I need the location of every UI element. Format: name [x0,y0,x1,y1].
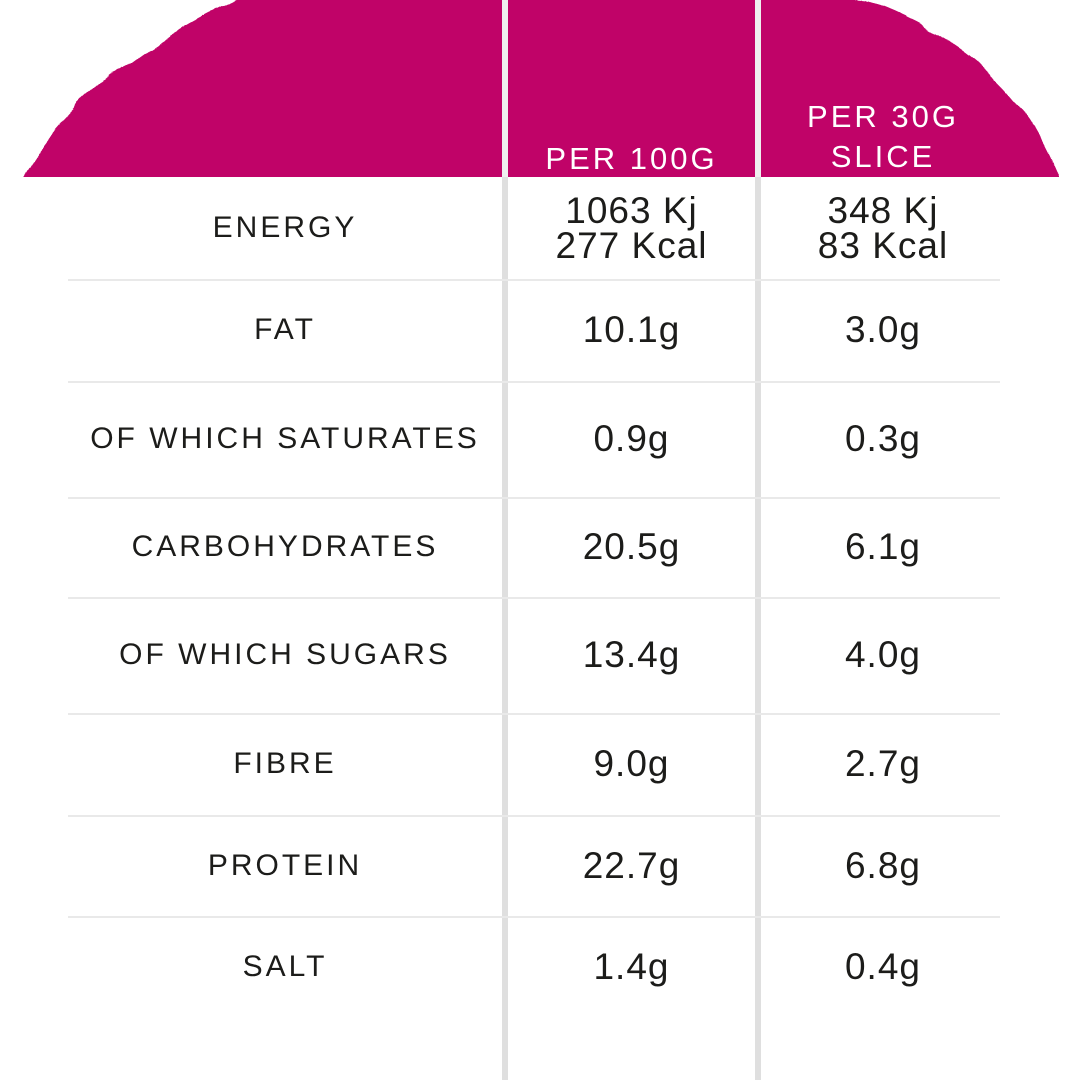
energy-per-30g-value: 348 Kj 83 Kcal [761,177,1005,279]
column-header-per-30g-slice: PER 30G SLICE [761,0,1005,189]
fat-per-100g-value: 10.1g [582,309,681,350]
sugars-per-100g-value: 13.4g [582,634,681,675]
fibre-per-30g-value: 2.7g [844,743,921,784]
row-label-of-which-saturates: OF WHICH SATURATES [90,422,480,455]
energy-per-100g-kj: 1063 Kj [565,190,698,231]
protein-per-100g-value: 22.7g [582,844,681,886]
energy-per-30g-kj: 348 Kj [827,190,939,231]
energy-per-100g-kcal: 277 Kcal [555,225,708,266]
sugars-per-30g-value: 4.0g [844,634,921,675]
row-label-salt: SALT [242,950,328,983]
column-header-per-30g-line1: PER 30G [807,99,959,134]
saturates-per-100g-value: 0.9g [593,418,670,459]
row-label-of-which-sugars: OF WHICH SUGARS [119,638,451,671]
saturates-per-30g-value: 0.3g [844,418,921,459]
row-label-fibre: FIBRE [233,747,337,780]
energy-per-30g-kcal: 83 Kcal [817,225,949,266]
fat-per-30g-value: 3.0g [844,309,921,350]
row-label-energy: ENERGY [212,211,358,244]
row-label-protein: PROTEIN [207,848,363,882]
column-header-per-100g-text: PER 100G [545,141,718,176]
protein-per-30g-value: 6.8g [844,844,921,886]
salt-per-30g-value: 0.4g [844,946,921,987]
row-label-carbohydrates: CARBOHYDRATES [131,530,439,563]
energy-per-100g-value: 1063 Kj 277 Kcal [508,177,755,279]
column-header-per-30g-line2: SLICE [830,139,936,174]
carbohydrates-per-100g-value: 20.5g [582,526,681,567]
carbohydrates-per-30g-value: 6.1g [844,526,921,567]
fibre-per-100g-value: 9.0g [593,743,670,784]
salt-per-100g-value: 1.4g [593,946,670,987]
row-label-fat: FAT [254,313,316,346]
